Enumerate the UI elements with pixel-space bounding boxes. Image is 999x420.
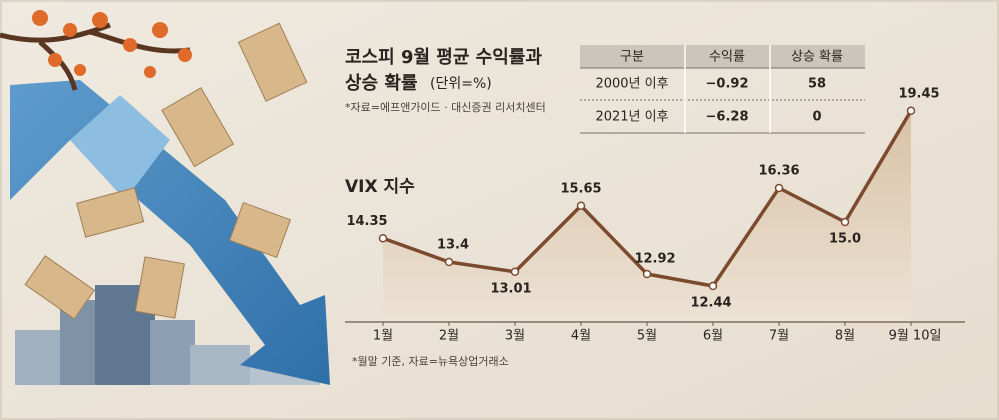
chart-title: VIX 지수 <box>345 177 415 197</box>
point <box>576 201 586 210</box>
x-tick-label: 3월 <box>505 329 525 344</box>
x-tick-label: 1월 <box>373 329 393 344</box>
title-line: 상승 확률 <box>345 73 418 94</box>
x-tick-label: 6월 <box>703 329 723 344</box>
x-tick-label: 9월 10일 <box>889 329 942 344</box>
data-label: 13.01 <box>490 281 531 296</box>
table-cell: 0 <box>812 110 821 125</box>
table-header: 상승 확률 <box>791 50 843 65</box>
table-cell: 58 <box>808 77 826 92</box>
table-cell: 2021년 이후 <box>595 110 668 125</box>
note: *월말 기준, 자료=뉴욕상업거래소 <box>352 355 509 368</box>
title-line: 코스피 9월 평균 수익률과 <box>345 47 542 68</box>
area <box>383 110 911 322</box>
data-label: 16.36 <box>758 164 799 179</box>
source: *자료=에프앤가이드 · 대신증권 리서치센터 <box>345 101 546 114</box>
x-tick-label: 7월 <box>769 329 789 344</box>
table-header: 수익률 <box>709 50 745 65</box>
illustration <box>0 10 330 385</box>
x-tick-label: 4월 <box>571 329 591 344</box>
table <box>580 45 865 134</box>
x-tick-label: 8월 <box>835 329 855 344</box>
data-label: 15.65 <box>560 181 601 196</box>
point <box>642 269 652 279</box>
point <box>840 217 850 227</box>
table-cell: 2000년 이후 <box>595 77 668 92</box>
data-label: 14.35 <box>346 214 387 229</box>
data-label: 12.92 <box>634 252 675 267</box>
data-label: 12.44 <box>690 296 731 311</box>
unit: (단위=%) <box>430 76 492 92</box>
point <box>708 281 718 291</box>
table-cell: −6.28 <box>706 110 749 125</box>
point <box>774 183 784 193</box>
table-cell: −0.92 <box>706 77 749 92</box>
x-tick-label: 5월 <box>637 329 657 344</box>
table-header: 구분 <box>620 50 644 65</box>
point <box>378 234 388 243</box>
point <box>510 267 520 276</box>
table-header-bg <box>580 45 865 68</box>
point <box>444 257 454 267</box>
data-label: 13.4 <box>437 238 469 253</box>
x-tick-label: 2월 <box>439 329 459 344</box>
point <box>906 106 916 115</box>
data-label: 15.0 <box>829 232 861 247</box>
data-label: 19.45 <box>898 86 939 101</box>
